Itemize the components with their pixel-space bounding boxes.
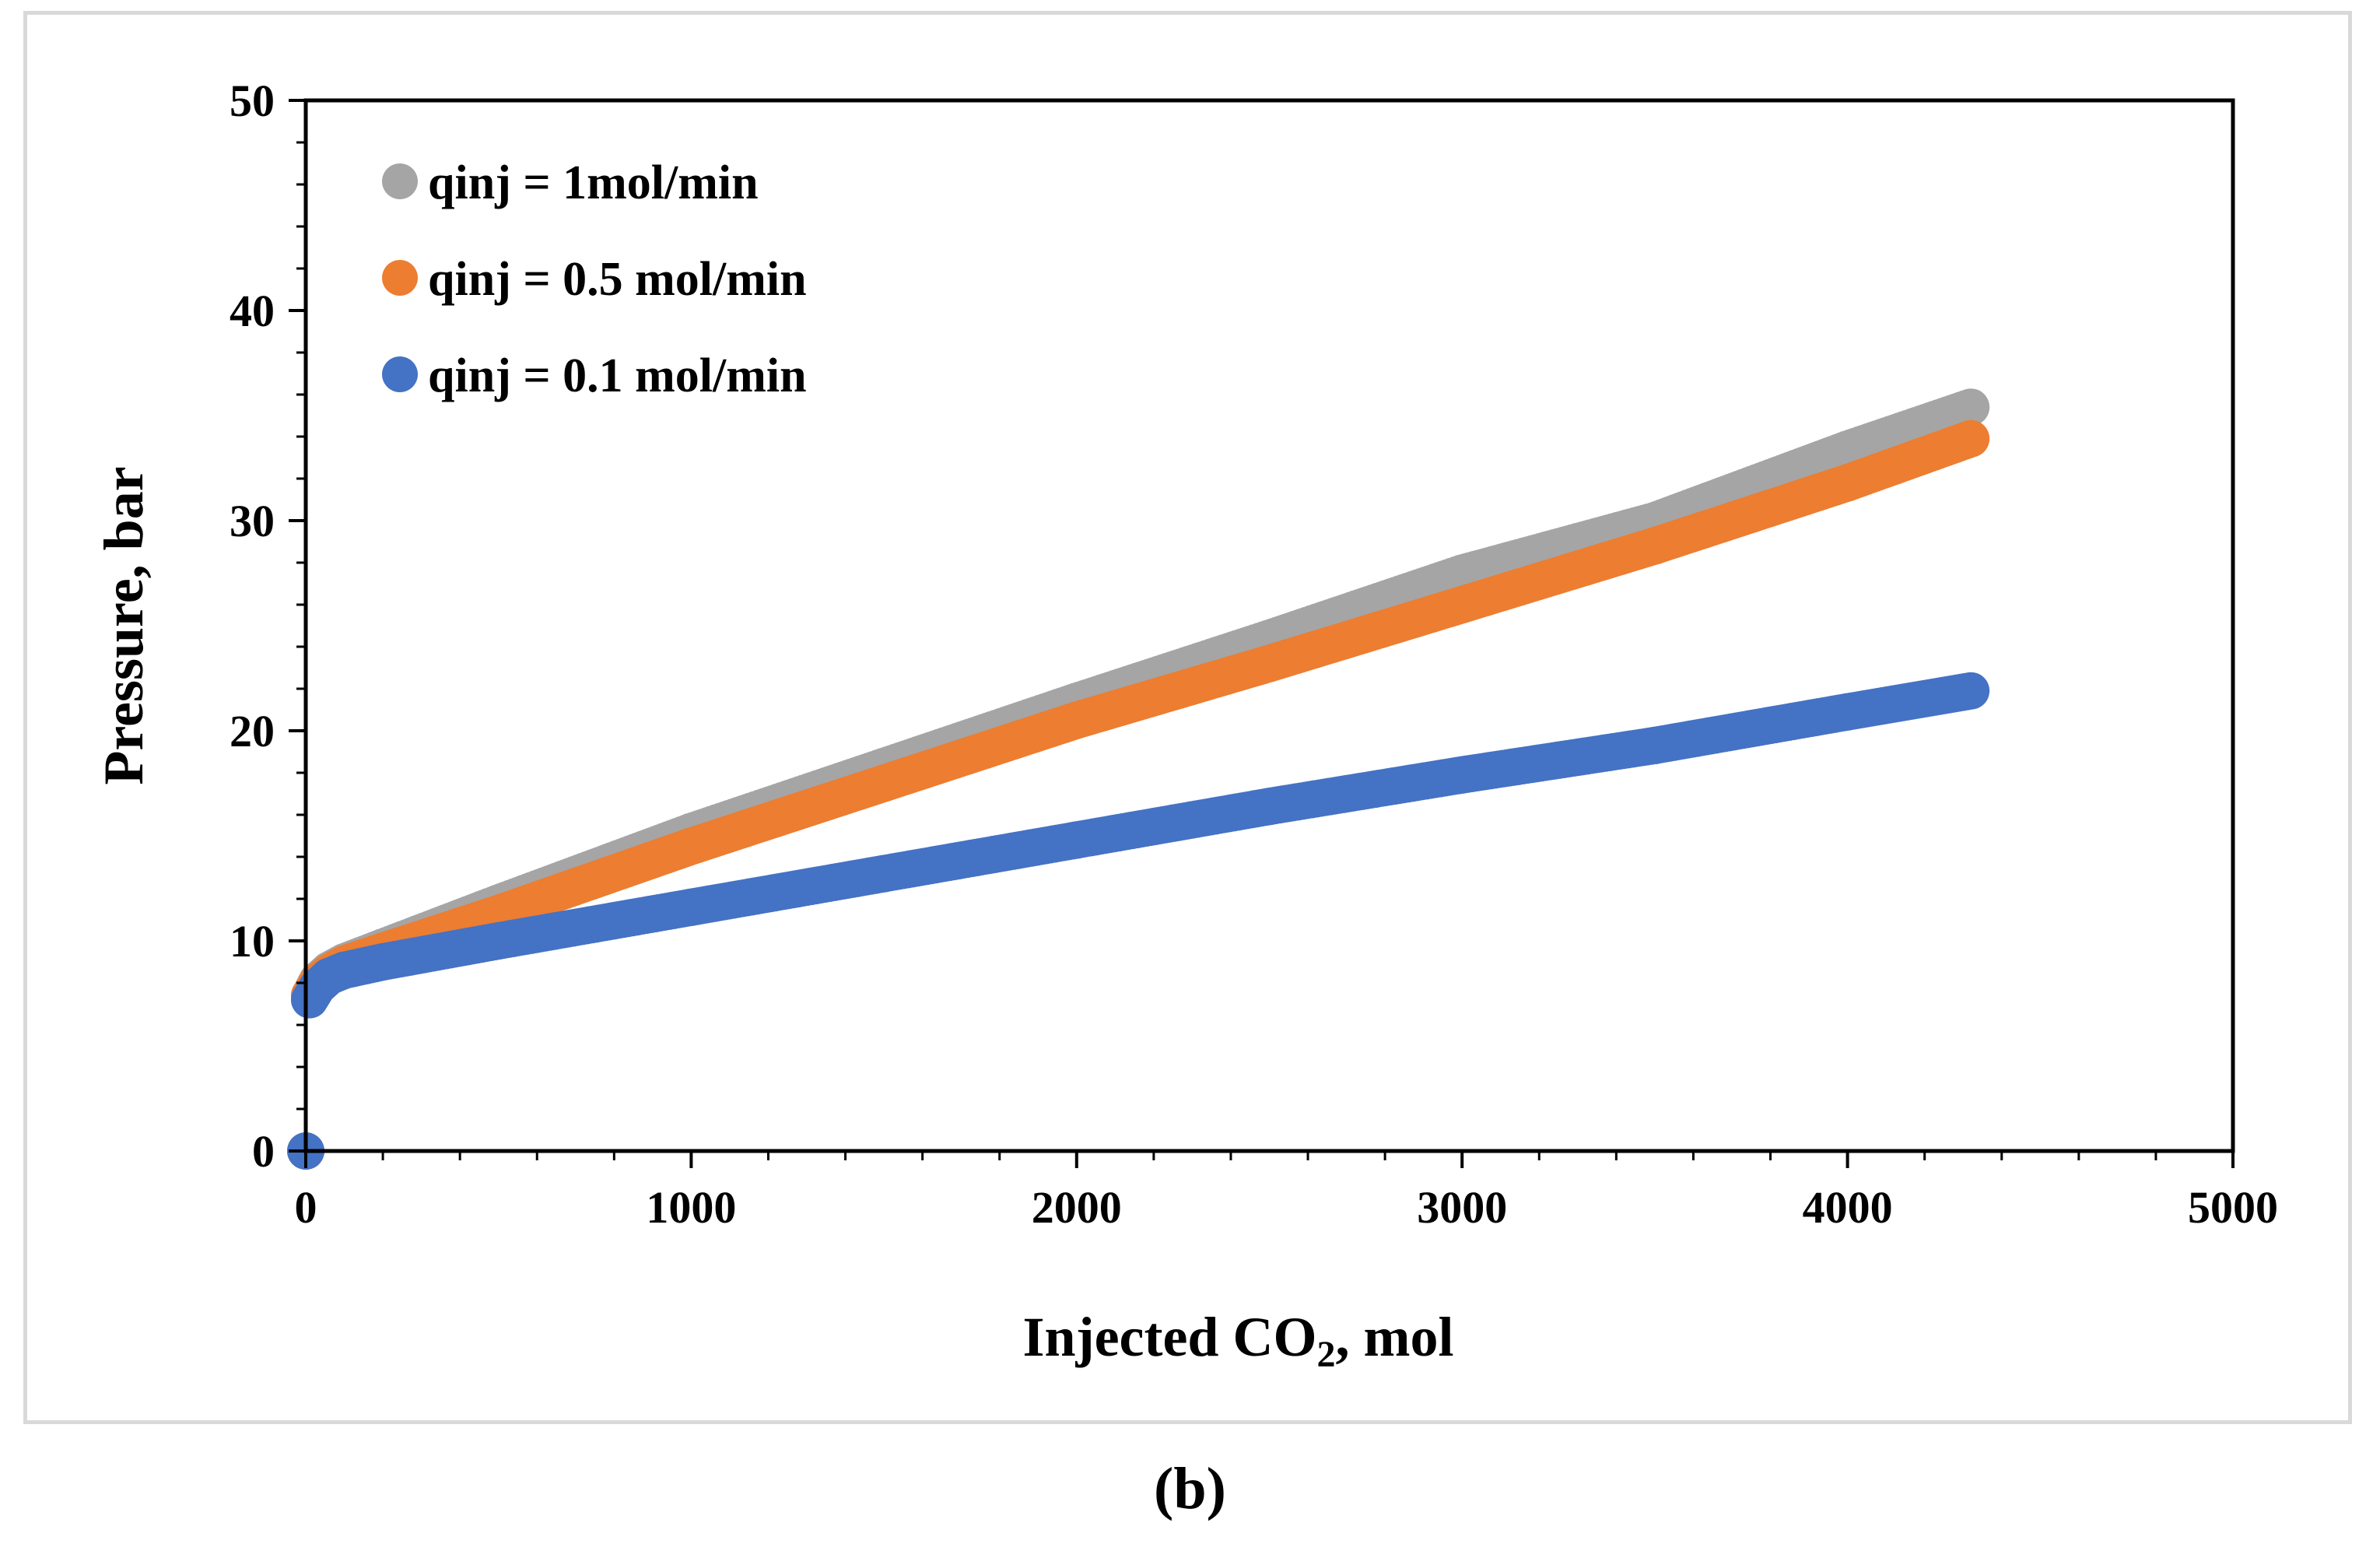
y-tick-label: 40	[230, 286, 275, 336]
legend-label: qinj = 0.1 mol/min	[428, 349, 807, 402]
y-tick-label: 10	[230, 916, 275, 967]
x-axis-title-main: Injected CO	[1023, 1306, 1317, 1368]
legend-item: qinj = 0.1 mol/min	[382, 349, 807, 402]
legend-item: qinj = 0.5 mol/min	[382, 253, 807, 306]
y-tick-label: 30	[230, 496, 275, 546]
marks-layer	[287, 388, 1990, 1170]
x-tick-label: 3000	[1417, 1182, 1507, 1233]
y-tick-label: 20	[230, 706, 275, 756]
legend-label: qinj = 0.5 mol/min	[428, 253, 807, 306]
plot-area	[303, 98, 2235, 1153]
legend-marker	[382, 356, 418, 392]
x-tick-label: 4000	[1803, 1182, 1893, 1233]
y-tick-label: 0	[252, 1126, 275, 1177]
x-axis-title-subscript: 2	[1316, 1334, 1335, 1375]
series-2	[287, 672, 1990, 1170]
y-axis-title: Pressure, bar	[93, 466, 155, 784]
y-tick-label: 50	[230, 75, 275, 126]
x-axis-title: Injected CO2, mol	[1023, 1306, 1454, 1375]
figure-caption: (b)	[1154, 1456, 1226, 1521]
legend-marker	[382, 260, 418, 296]
x-tick-label: 0	[295, 1182, 317, 1233]
data-point	[1952, 672, 1990, 710]
x-tick-label: 5000	[2188, 1182, 2278, 1233]
x-axis-title-suffix: , mol	[1335, 1306, 1453, 1368]
x-tick-label: 1000	[646, 1182, 736, 1233]
legend-marker	[382, 163, 418, 199]
legend-item: qinj = 1mol/min	[382, 156, 759, 209]
legend: qinj = 1mol/min qinj = 0.5 mol/min qinj = …	[382, 156, 807, 402]
chart-frame	[23, 11, 2352, 1424]
ticks-layer: 0 1000 2000 3000 4000 5000 0 10 20 30 40 50	[230, 75, 2278, 1233]
data-point	[1952, 388, 1990, 426]
data-point	[1952, 419, 1990, 458]
series-1	[287, 419, 1990, 1170]
legend-label: qinj = 1mol/min	[428, 156, 759, 209]
x-tick-label: 2000	[1032, 1182, 1122, 1233]
